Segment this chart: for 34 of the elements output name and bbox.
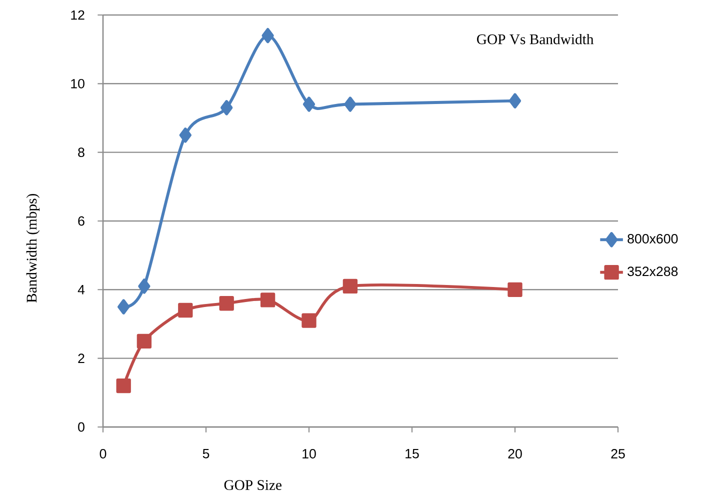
- point: [178, 302, 193, 318]
- x-tick-label: 25: [611, 449, 625, 458]
- point: [219, 296, 234, 311]
- point: [179, 128, 192, 143]
- point: [302, 313, 316, 328]
- legend-label: 800x600: [628, 234, 678, 244]
- point: [508, 93, 522, 108]
- point: [302, 96, 316, 112]
- x-tick-label: 10: [302, 449, 316, 458]
- x-tick-label: 15: [406, 449, 419, 458]
- point: [262, 28, 274, 44]
- point: [138, 278, 150, 294]
- y-tick-label: 2: [78, 354, 84, 363]
- y-tick-label: 10: [71, 78, 84, 88]
- point: [136, 334, 152, 348]
- x-tick-label: 20: [508, 449, 522, 458]
- point: [260, 292, 276, 308]
- point: [220, 100, 233, 116]
- y-tick-label: 12: [71, 10, 84, 20]
- point: [342, 278, 358, 294]
- legend-label: 352x288: [628, 266, 678, 276]
- y-tick-label: 4: [78, 285, 85, 294]
- x-tick-label: 5: [202, 449, 210, 458]
- point: [344, 96, 356, 112]
- text: GOP Vs Bandwidth: [477, 34, 594, 44]
- y-tick-label: 0: [78, 422, 84, 432]
- x-axis-title: GOP Size: [224, 480, 282, 490]
- y-tick-label: 8: [78, 148, 84, 158]
- point: [116, 378, 131, 394]
- y-tick-label: 6: [78, 216, 84, 226]
- y-axis-title: Bandwidth (mbps): [26, 194, 40, 303]
- x-tick-label: 0: [100, 449, 106, 458]
- point: [118, 299, 130, 314]
- point: [508, 282, 522, 297]
